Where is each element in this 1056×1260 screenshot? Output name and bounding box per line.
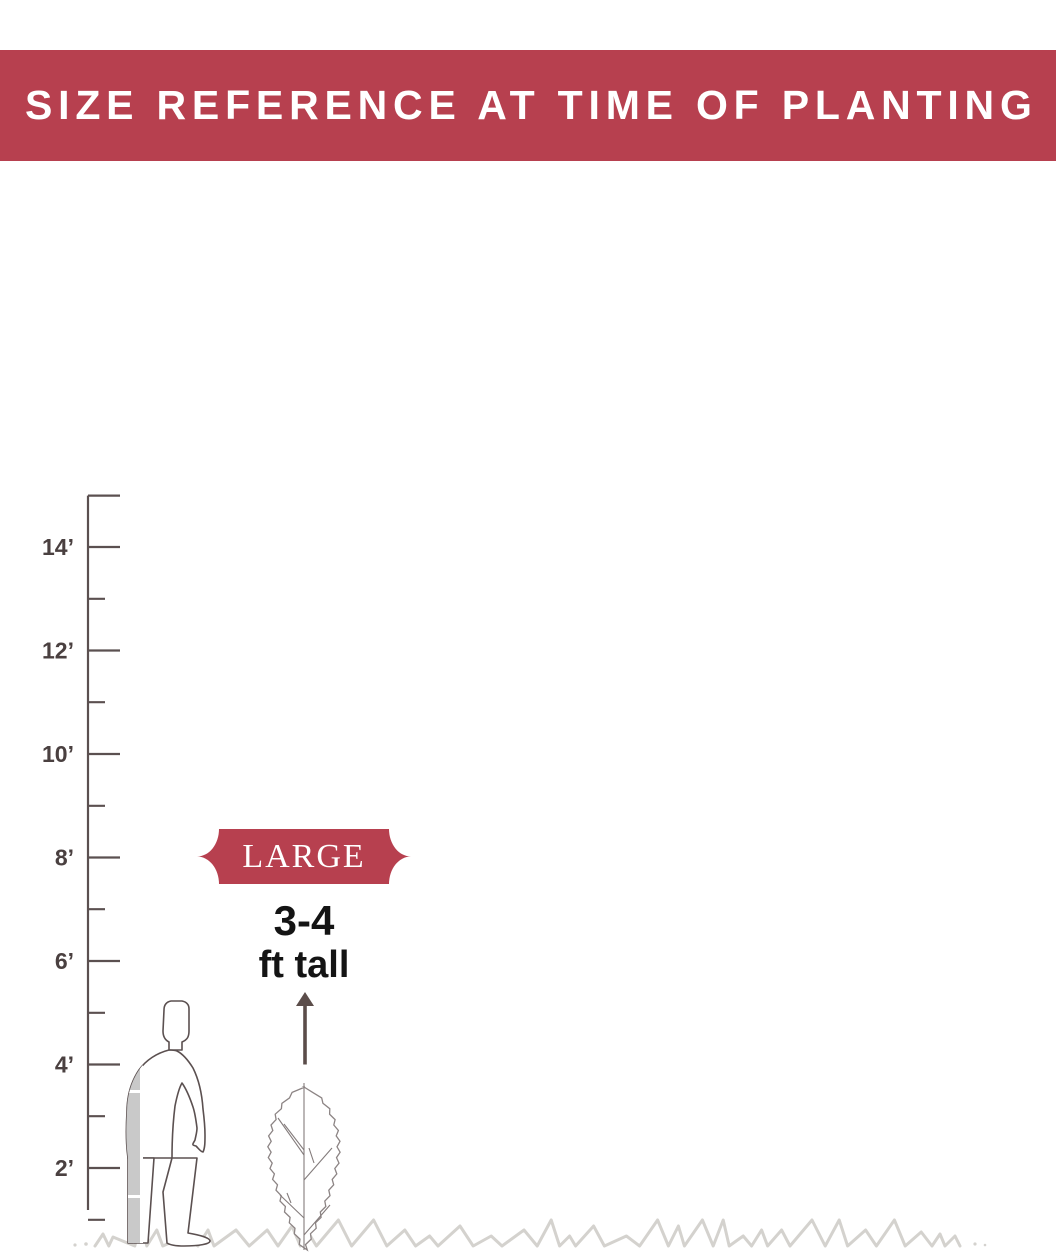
svg-text:2’: 2’ xyxy=(55,1155,74,1181)
svg-text:4’: 4’ xyxy=(55,1052,74,1078)
svg-text:10’: 10’ xyxy=(42,741,74,767)
svg-text:ft tall: ft tall xyxy=(259,944,350,986)
svg-text:6’: 6’ xyxy=(55,948,74,974)
svg-text:3-4: 3-4 xyxy=(274,897,335,944)
svg-text:12’: 12’ xyxy=(42,638,74,664)
svg-text:14’: 14’ xyxy=(42,534,74,560)
svg-text:8’: 8’ xyxy=(55,845,74,871)
svg-text:LARGE: LARGE xyxy=(242,838,365,875)
